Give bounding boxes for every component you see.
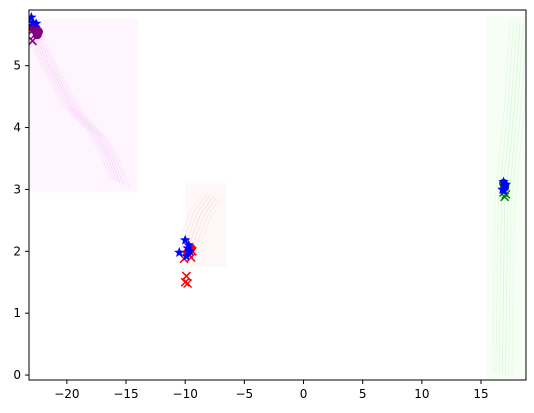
x-tick-label: −15	[113, 387, 138, 401]
density-contour-line	[177, 191, 205, 248]
density-contour-line	[29, 33, 115, 181]
star-marker-point	[184, 245, 196, 256]
y-tick-label: 4	[13, 121, 21, 135]
density-region	[486, 16, 526, 380]
star-marker-point	[181, 250, 192, 261]
scatter-series	[497, 176, 512, 196]
density-region	[177, 183, 227, 267]
x-tick-label: 15	[473, 387, 488, 401]
star-marker-point	[500, 178, 512, 189]
x-marker-point	[183, 278, 193, 289]
y-tick-label: 3	[13, 182, 21, 196]
density-contour-line	[40, 32, 131, 188]
x-tick-label: −10	[173, 387, 198, 401]
star-marker-point	[174, 247, 185, 257]
x-marker-point	[181, 271, 191, 281]
density-contour-line	[193, 197, 221, 255]
star-marker-point	[183, 239, 194, 250]
density-contour-line	[187, 195, 214, 252]
density-contour-line	[505, 23, 524, 377]
density-region-fill	[29, 19, 138, 193]
y-tick-label: 1	[13, 306, 21, 320]
x-tick-label: 0	[300, 387, 308, 401]
y-tick-label: 0	[13, 368, 21, 382]
density-contours	[29, 16, 526, 380]
scatter-series	[29, 11, 42, 29]
scatter-series	[174, 234, 196, 261]
density-contour-line	[29, 38, 111, 180]
x-tick-label: 5	[359, 387, 367, 401]
star-marker-point	[29, 11, 37, 22]
circle-marker-point	[32, 30, 42, 40]
star-marker-point	[498, 185, 510, 196]
density-contour-line	[31, 28, 121, 184]
plot-frame	[28, 9, 527, 381]
density-contour-line	[196, 199, 224, 256]
density-contour-line	[508, 26, 526, 378]
y-tick-label: 5	[13, 59, 21, 73]
star-marker-point	[179, 234, 191, 245]
density-region	[29, 19, 138, 193]
density-contour-line	[37, 30, 127, 186]
density-contour-line	[492, 18, 511, 372]
density-contour-line	[29, 28, 118, 183]
star-marker-point	[498, 176, 509, 187]
x-tick-label: 10	[414, 387, 429, 401]
density-contour-line	[190, 196, 218, 253]
star-marker-point	[30, 18, 42, 29]
x-axis: −20 −15 −10 −5 0 5 10 15	[54, 380, 489, 401]
y-tick-label: 2	[13, 244, 21, 258]
x-tick-label: −5	[236, 387, 254, 401]
density-contour-line	[511, 74, 526, 379]
y-axis: 0 1 2 3 4 5	[13, 59, 29, 382]
scatter-points	[29, 11, 512, 289]
x-tick-label: −20	[54, 387, 79, 401]
density-contour-line	[34, 29, 124, 185]
